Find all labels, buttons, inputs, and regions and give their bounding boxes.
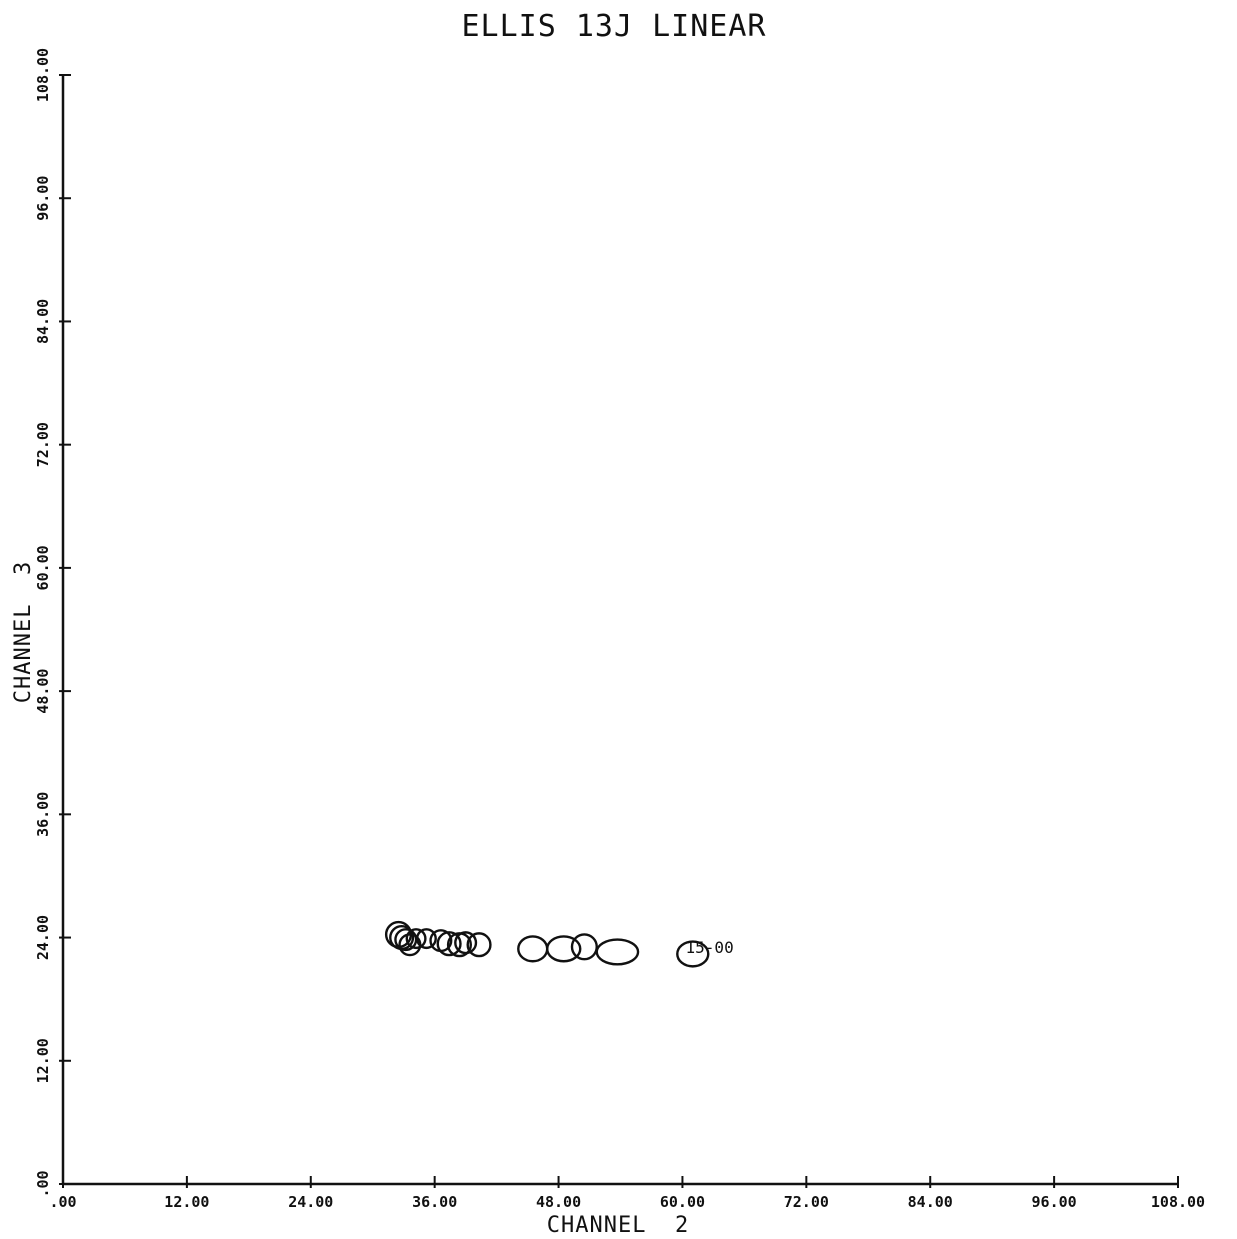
data-point [454,931,478,955]
data-point [436,931,462,957]
x-tick-label: 72.00 [784,1193,829,1211]
y-tick-label: 36.00 [34,792,52,837]
x-tick-label: 108.00 [1151,1193,1205,1211]
x-tick-label: 84.00 [908,1193,953,1211]
y-tick-label: 12.00 [34,1038,52,1083]
y-axis-label: CHANNEL 3 [11,561,36,703]
x-tick-label: 96.00 [1032,1193,1077,1211]
x-tick-label: 24.00 [288,1193,333,1211]
y-tick-label: 96.00 [34,176,52,221]
x-tick-label: 60.00 [660,1193,705,1211]
y-tick-label: 108.00 [34,48,52,102]
data-point [405,928,427,950]
x-tick-label: 48.00 [536,1193,581,1211]
data-point [676,940,710,968]
axis-ticks: .00 12.00 24.00 36.00 48.00 60.00 72.00 84.00 96… [34,48,1205,1211]
y-tick-label: 48.00 [34,669,52,714]
data-point [517,935,549,963]
data-points [384,920,710,968]
y-tick-label: 60.00 [34,545,52,590]
y-tick-label: .00 [34,1170,52,1197]
y-tick-label: 72.00 [34,422,52,467]
x-axis-label: CHANNEL 2 [547,1213,689,1238]
y-tick-label: 84.00 [34,299,52,344]
point-annotation: 15-00 [686,938,734,957]
y-tick-label: 24.00 [34,915,52,960]
data-point [415,928,437,950]
x-tick-label: .00 [49,1193,76,1211]
point-annotations: 15-00 [686,938,734,957]
x-tick-label: 12.00 [164,1193,209,1211]
chart-title: ELLIS 13J LINEAR [462,9,767,44]
x-tick-label: 36.00 [412,1193,457,1211]
data-point [595,938,640,966]
data-point [570,933,598,961]
data-point [545,935,582,963]
data-point [466,932,492,958]
